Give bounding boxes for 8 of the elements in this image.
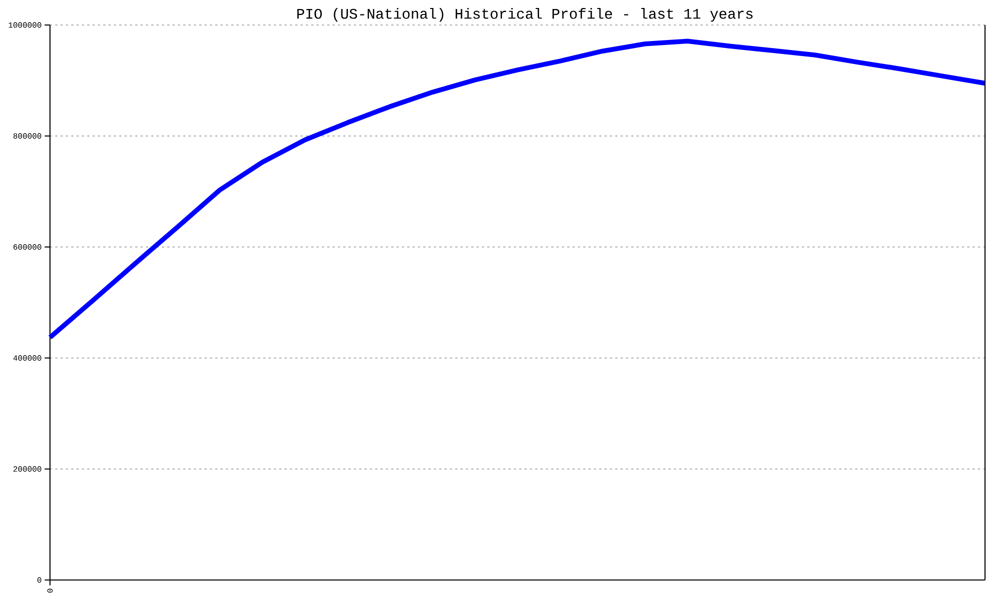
y-tick-label: 0 bbox=[37, 577, 42, 583]
y-tick-label: 800000 bbox=[13, 133, 42, 139]
y-tick-label: 200000 bbox=[13, 466, 42, 472]
line-series bbox=[48, 38, 988, 340]
y-tick-label: 400000 bbox=[13, 355, 42, 361]
y-tick-label: 1000000 bbox=[8, 22, 42, 28]
y-tick-label: 600000 bbox=[14, 244, 42, 250]
chart-title: PIO (US-National) Historical Profile - last 11 years bbox=[297, 8, 753, 22]
